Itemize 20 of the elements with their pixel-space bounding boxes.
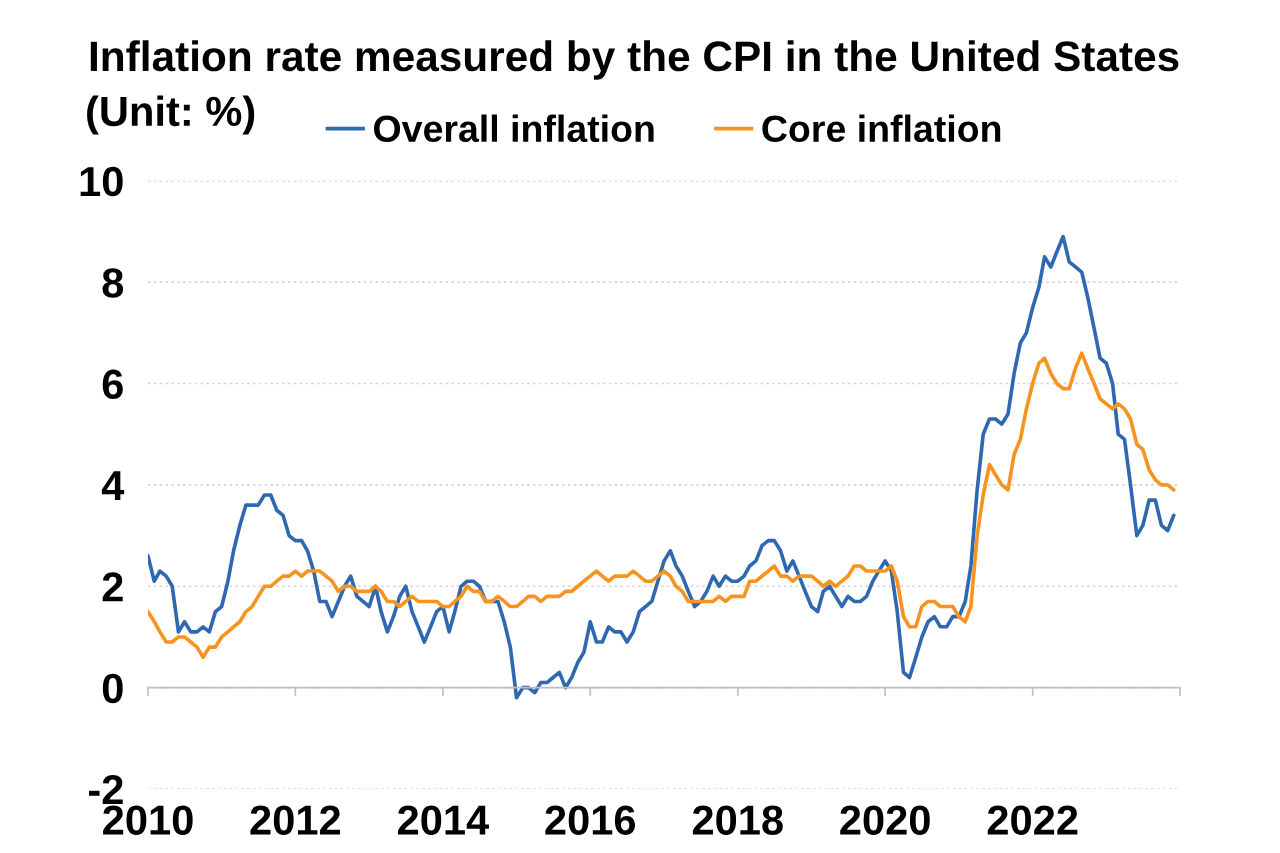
y-tick-label: -2	[88, 775, 123, 805]
x-tick-label: 2020	[840, 805, 930, 835]
x-tick-label: 2014	[397, 805, 490, 835]
legend-label: Core inflation	[762, 114, 1001, 143]
y-tick-label: 8	[102, 268, 124, 298]
y-axis-title: (Unit: %)	[87, 95, 255, 135]
y-tick-label: 6	[102, 369, 123, 400]
y-tick-label: 4	[101, 471, 125, 500]
chart-title: Inflation rate measured by the CPI in the United States	[90, 40, 1179, 80]
line-series	[148, 234, 1176, 700]
x-tick-label: 2022	[987, 805, 1078, 835]
legend-label: Overall inflation	[374, 114, 654, 143]
line-series	[148, 351, 1176, 660]
x-tick-label: 2018	[692, 805, 783, 835]
y-tick-label: 2	[102, 572, 123, 602]
x-tick-label: 2016	[545, 805, 636, 835]
y-tick-label: 0	[102, 673, 123, 704]
x-tick-label: 2012	[250, 805, 341, 835]
y-tick-label: 10	[80, 166, 123, 197]
x-tick-label: 2010	[103, 805, 193, 835]
